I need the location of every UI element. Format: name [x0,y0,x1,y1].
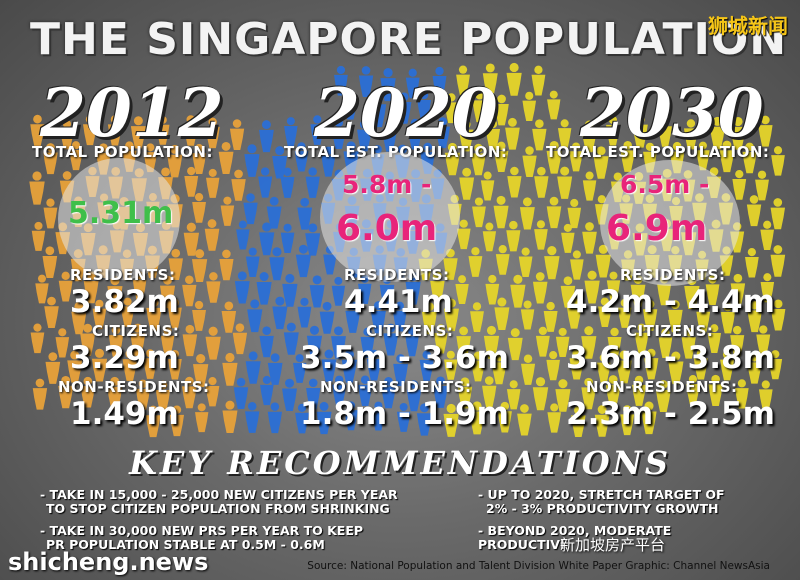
total-circle-2012 [58,158,180,280]
total-2030-low: 6.5m - [620,170,710,199]
source-credit: Source: National Population and Talent D… [307,560,770,572]
residents-label-2012: Residents: [70,266,176,284]
residents-2020: 4.41m [344,284,453,320]
citizens-label-2030: Citizens: [626,322,714,340]
citizens-2012: 3.29m [70,340,179,376]
total-2020-low: 5.8m - [342,170,432,199]
citizens-label-2012: Citizens: [92,322,180,340]
total-circle-2020 [320,152,460,282]
citizens-2020: 3.5m - 3.6m [300,340,509,376]
key-recommendations-title: KEY RECOMMENDATIONS [129,444,671,482]
nonresidents-2030: 2.3m - 2.5m [566,396,775,432]
watermark-bottom-right: 新加坡房产平台 [560,536,666,554]
residents-2030: 4.2m - 4.4m [566,284,775,320]
watermark-top: 狮城新闻 [708,14,788,38]
residents-label-2020: Residents: [344,266,450,284]
nonresidents-2012: 1.49m [70,396,179,432]
nonresidents-label-2012: Non-Residents: [58,378,210,396]
nonresidents-label-2020: Non-Residents: [320,378,472,396]
year-2020: 2020 [314,74,498,152]
citizens-2030: 3.6m - 3.8m [566,340,775,376]
recommendation-2-line-2: PR population stable at 0.5m - 0.6m [46,537,325,552]
nonresidents-2020: 1.8m - 1.9m [300,396,509,432]
recommendation-1-line-1: - Take in 15,000 - 25,000 new citizens p… [40,487,398,502]
total-label-2030: Total Est. Population: [546,143,770,161]
residents-label-2030: Residents: [620,266,726,284]
total-2012: 5.31m [68,196,174,231]
recommendation-3-line-2: 2% - 3% productivity growth [486,501,719,516]
recommendation-2-line-1: - Take in 30,000 new PRs per year to kee… [40,523,364,538]
year-2012: 2012 [40,74,224,152]
recommendation-4-line-2: productivi [478,537,565,552]
nonresidents-label-2030: Non-Residents: [586,378,738,396]
citizens-label-2020: Citizens: [366,322,454,340]
recommendation-1-line-2: to stop citizen population from shrinkin… [46,501,390,516]
total-2030-high: 6.9m [606,208,708,249]
watermark-bottom-left: shicheng.news [8,548,209,576]
total-label-2012: Total Population: [32,143,213,161]
residents-2012: 3.82m [70,284,179,320]
total-circle-2030 [600,160,740,286]
recommendation-3-line-1: - Up to 2020, stretch target of [478,487,725,502]
total-2020-high: 6.0m [336,208,438,249]
page-title: THE SINGAPORE POPULATION [30,14,788,65]
year-2030: 2030 [580,74,764,152]
recommendation-4-line-1: - Beyond 2020, moderate [478,523,672,538]
